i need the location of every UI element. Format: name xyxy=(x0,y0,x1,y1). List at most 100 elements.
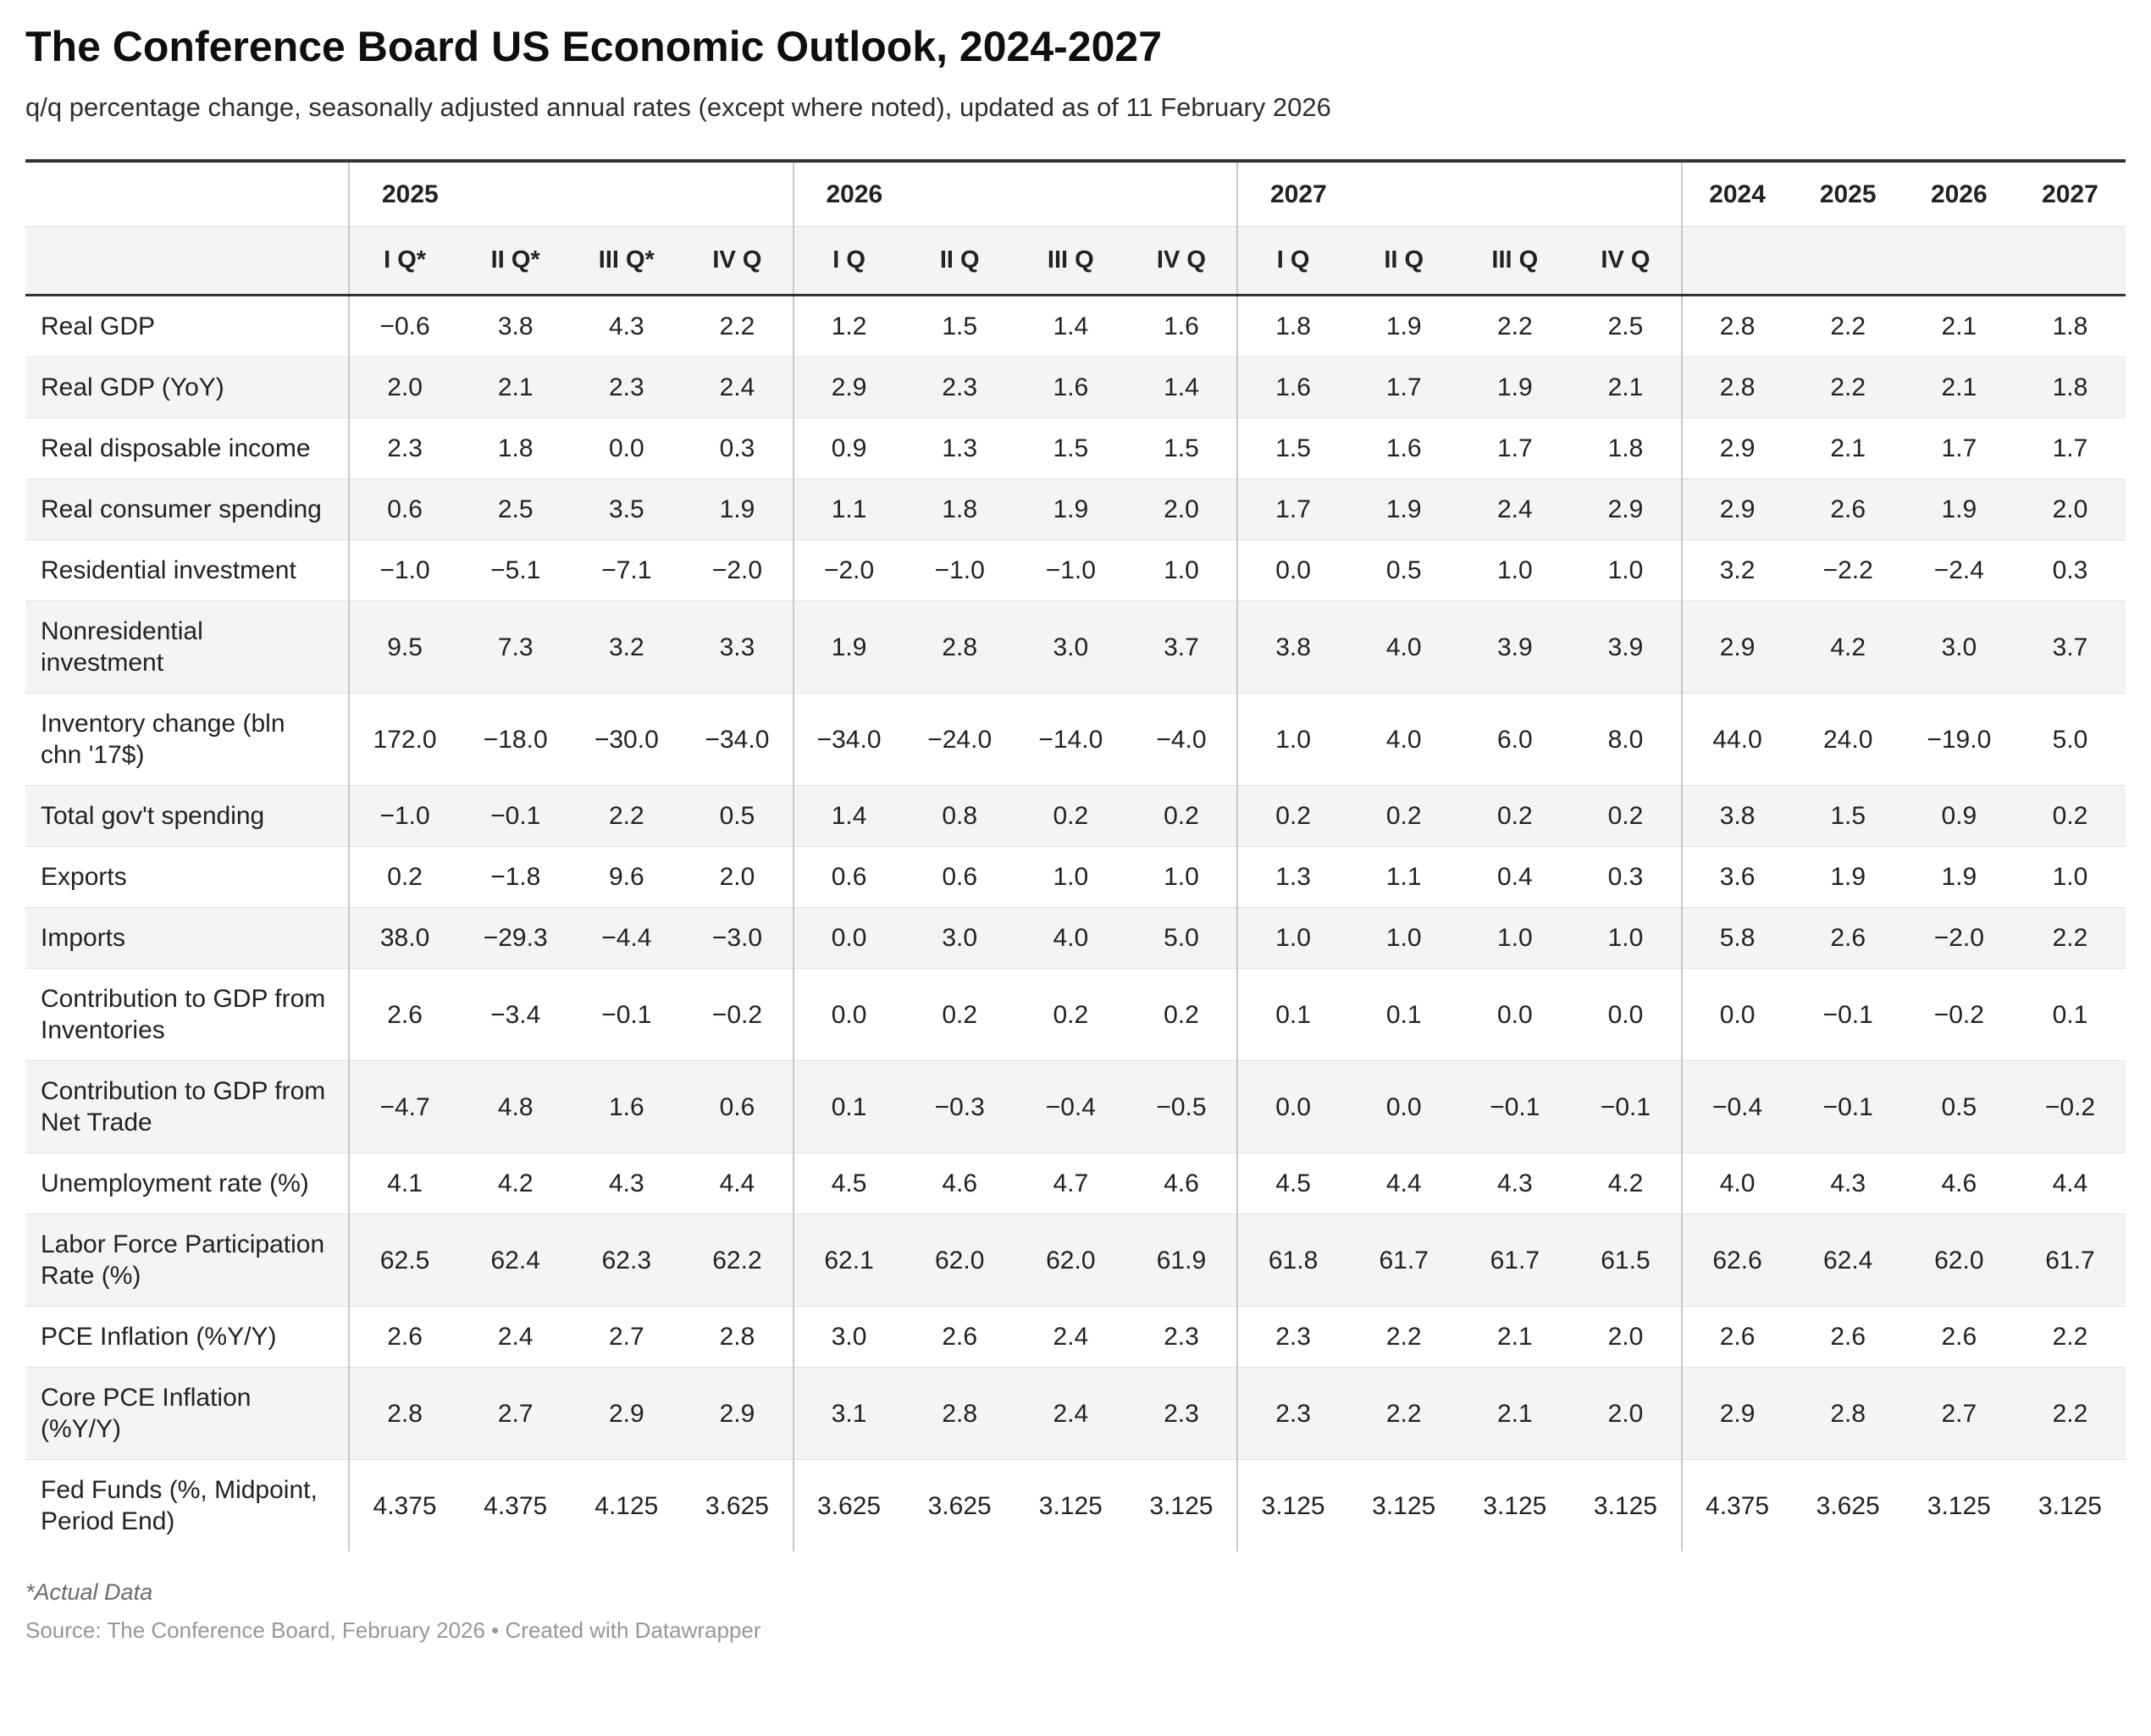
quarter-subheader xyxy=(1903,226,2015,296)
annual-year-header: 2025 xyxy=(1792,159,1904,227)
row-label: Real GDP xyxy=(25,295,349,357)
value-cell: 2.1 xyxy=(1792,417,1904,479)
value-cell: −2.2 xyxy=(1792,539,1904,601)
value-cell: −0.2 xyxy=(682,968,793,1061)
value-cell: 3.125 xyxy=(1459,1459,1571,1551)
row-label: Imports xyxy=(25,907,349,969)
value-cell: −0.5 xyxy=(1125,1060,1237,1153)
value-cell: 2.8 xyxy=(904,1367,1015,1460)
value-cell: 1.4 xyxy=(1125,357,1237,418)
value-cell: 1.0 xyxy=(1459,907,1571,969)
value-cell: 3.125 xyxy=(1570,1459,1682,1551)
value-cell: 2.6 xyxy=(347,1306,461,1368)
year-group-header: 2026 xyxy=(792,159,1237,227)
value-cell: 4.375 xyxy=(460,1459,572,1551)
value-cell: 0.9 xyxy=(1903,785,2015,847)
value-cell: 0.4 xyxy=(1459,846,1571,908)
row-label: Inventory change (bln chn '17$) xyxy=(25,693,349,786)
value-cell: 1.9 xyxy=(1348,295,1460,357)
value-cell: −19.0 xyxy=(1903,693,2015,786)
value-cell: −4.7 xyxy=(347,1060,461,1153)
value-cell: 2.4 xyxy=(1459,478,1571,540)
value-cell: 2.3 xyxy=(1125,1306,1237,1368)
value-cell: 8.0 xyxy=(1570,693,1682,786)
year-group-header: 2025 xyxy=(348,159,793,227)
table-row: Real GDP −0.6 3.8 4.3 2.2 1.2 1.5 1.4 1.6 1.8 1.9 2… xyxy=(25,295,2126,357)
value-cell: 1.4 xyxy=(1015,295,1126,357)
value-cell: 2.1 xyxy=(1903,357,2015,418)
value-cell: 2.2 xyxy=(682,295,793,357)
quarter-subheader: II Q xyxy=(1348,226,1460,296)
quarter-subheader xyxy=(1680,226,1793,296)
value-cell: 1.8 xyxy=(2014,295,2126,357)
value-cell: 0.5 xyxy=(682,785,793,847)
table-row: Fed Funds (%, Midpoint, Period End) 4.375… xyxy=(25,1459,2126,1551)
value-cell: 4.375 xyxy=(1680,1459,1793,1551)
value-cell: 3.625 xyxy=(904,1459,1015,1551)
value-cell: 3.2 xyxy=(571,600,683,694)
quarter-subheader: IV Q xyxy=(1570,226,1682,296)
value-cell: 2.6 xyxy=(1903,1306,2015,1368)
value-cell: 1.8 xyxy=(460,417,572,479)
value-cell: 2.0 xyxy=(682,846,793,908)
table-row: Contribution to GDP from Net Trade −4.7 4.… xyxy=(25,1060,2126,1153)
value-cell: 2.2 xyxy=(1792,295,1904,357)
row-label: PCE Inflation (%Y/Y) xyxy=(25,1306,349,1368)
value-cell: −14.0 xyxy=(1015,693,1126,786)
value-cell: 4.3 xyxy=(571,295,683,357)
row-label: Contribution to GDP from Inventories xyxy=(25,968,349,1061)
value-cell: −0.1 xyxy=(571,968,683,1061)
quarter-subheader xyxy=(1792,226,1904,296)
table-body: Real GDP −0.6 3.8 4.3 2.2 1.2 1.5 1.4 1.6 1.8 1.9 2… xyxy=(25,295,2126,1551)
value-cell: 61.7 xyxy=(1459,1214,1571,1307)
value-cell: 1.0 xyxy=(1570,539,1682,601)
value-cell: 0.0 xyxy=(1570,968,1682,1061)
value-cell: 1.0 xyxy=(1125,539,1237,601)
value-cell: 2.9 xyxy=(1680,600,1793,694)
value-cell: 4.8 xyxy=(460,1060,572,1153)
row-label: Real disposable income xyxy=(25,417,349,479)
value-cell: 3.5 xyxy=(571,478,683,540)
value-cell: 62.4 xyxy=(460,1214,572,1307)
value-cell: 0.2 xyxy=(904,968,1015,1061)
value-cell: 1.9 xyxy=(1459,357,1571,418)
value-cell: 3.125 xyxy=(1015,1459,1126,1551)
value-cell: 1.1 xyxy=(792,478,904,540)
value-cell: 7.3 xyxy=(460,600,572,694)
value-cell: 2.9 xyxy=(1680,1367,1793,1460)
value-cell: 3.625 xyxy=(1792,1459,1904,1551)
value-cell: 4.6 xyxy=(904,1153,1015,1214)
value-cell: −5.1 xyxy=(460,539,572,601)
table-row: Core PCE Inflation (%Y/Y) 2.8 2.7 2.9 2.9 3.1… xyxy=(25,1367,2126,1460)
value-cell: −1.8 xyxy=(460,846,572,908)
value-cell: 1.6 xyxy=(571,1060,683,1153)
row-label: Exports xyxy=(25,846,349,908)
table-row: Real GDP (YoY) 2.0 2.1 2.3 2.4 2.9 2.3 1.6 1.4 1.… xyxy=(25,357,2126,418)
value-cell: 2.9 xyxy=(682,1367,793,1460)
value-cell: −7.1 xyxy=(571,539,683,601)
value-cell: 4.375 xyxy=(347,1459,461,1551)
value-cell: 2.1 xyxy=(1570,357,1682,418)
value-cell: 4.2 xyxy=(460,1153,572,1214)
value-cell: 4.4 xyxy=(2014,1153,2126,1214)
value-cell: 0.2 xyxy=(2014,785,2126,847)
value-cell: 2.0 xyxy=(347,357,461,418)
quarter-subheader: II Q xyxy=(904,226,1015,296)
table-row: Total gov't spending −1.0 −0.1 2.2 0.5 1.4 0.8… xyxy=(25,785,2126,847)
value-cell: 1.8 xyxy=(2014,357,2126,418)
value-cell: 3.125 xyxy=(1236,1459,1349,1551)
value-cell: 9.6 xyxy=(571,846,683,908)
page-title: The Conference Board US Economic Outlook… xyxy=(25,23,1163,70)
value-cell: 2.6 xyxy=(347,968,461,1061)
value-cell: 3.0 xyxy=(904,907,1015,969)
subheader-corner xyxy=(25,226,349,296)
table-row: Real consumer spending 0.6 2.5 3.5 1.9 1.1 1.8… xyxy=(25,478,2126,540)
value-cell: 2.9 xyxy=(792,357,904,418)
value-cell: 61.5 xyxy=(1570,1214,1682,1307)
value-cell: 2.3 xyxy=(904,357,1015,418)
value-cell: 0.2 xyxy=(1348,785,1460,847)
value-cell: 5.0 xyxy=(1125,907,1237,969)
value-cell: 24.0 xyxy=(1792,693,1904,786)
